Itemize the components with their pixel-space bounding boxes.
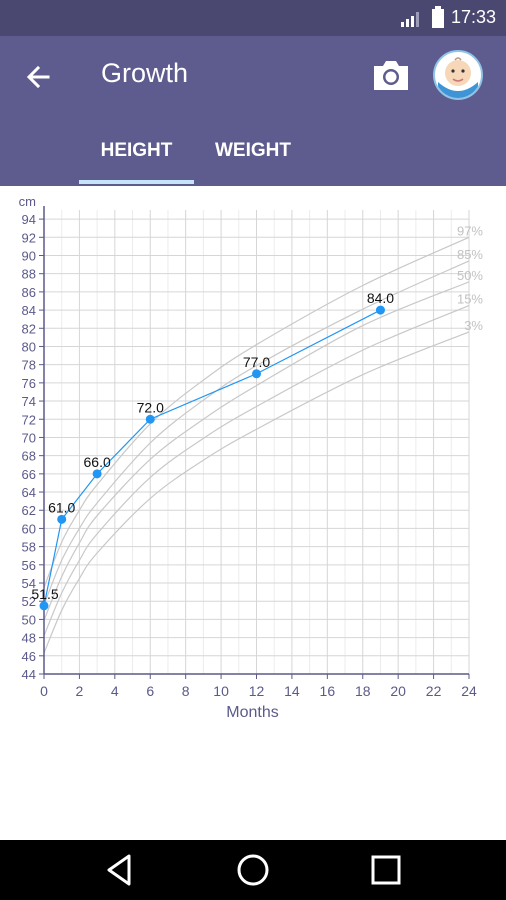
x-tick-label: 4: [111, 683, 119, 699]
y-tick-label: 78: [22, 358, 36, 373]
height-data-point[interactable]: [57, 514, 67, 524]
square-recents-icon[interactable]: [366, 850, 406, 890]
y-tick-label: 54: [22, 576, 36, 591]
status-bar: 17:33: [0, 0, 506, 36]
tab-height-label: HEIGHT: [100, 140, 173, 161]
x-tick-label: 24: [461, 683, 477, 699]
x-tick-label: 0: [40, 683, 48, 699]
app-bar: Growth HEIGHT WEIGHT: [0, 36, 506, 186]
y-tick-label: 70: [22, 430, 36, 445]
system-nav-bar: [0, 840, 506, 900]
circle-home-icon[interactable]: [233, 850, 273, 890]
y-tick-label: 64: [22, 485, 36, 500]
battery-icon: [432, 6, 444, 28]
height-data-point[interactable]: [252, 369, 261, 379]
x-tick-label: 12: [249, 683, 265, 699]
x-tick-label: 8: [182, 683, 190, 699]
height-data-label: 84.0: [367, 290, 394, 306]
y-tick-label: 80: [22, 339, 36, 354]
height-data-label: 61.0: [48, 499, 75, 515]
height-chart-svg: 97%85%50%15%3% 4446485052545658606264666…: [19, 194, 484, 721]
y-tick-label: 58: [22, 540, 36, 555]
y-axis-label: cm: [19, 194, 36, 209]
percentile-curve: [43, 331, 470, 654]
y-tick-label: 68: [22, 449, 36, 464]
percentile-curve: [43, 304, 470, 637]
camera-icon[interactable]: [370, 56, 412, 94]
x-tick-label: 6: [146, 683, 154, 699]
y-tick-label: 44: [22, 667, 36, 682]
growth-chart: 97% 85% 50% 15% 3% 44 46 48 50 52 54 56 58 60 62 64 66 6…: [0, 186, 506, 726]
y-tick-label: 82: [22, 321, 36, 336]
percentile-label: 97%: [457, 223, 483, 238]
page-title: Growth: [101, 58, 189, 88]
percentile-curve: [43, 236, 470, 588]
triangle-back-icon[interactable]: [100, 850, 140, 890]
height-series-line: [43, 309, 381, 606]
height-data-point[interactable]: [39, 601, 49, 611]
height-data-label: 72.0: [137, 399, 164, 415]
y-tick-label: 60: [22, 521, 36, 536]
y-tick-label: 52: [22, 594, 36, 609]
percentile-curve: [43, 260, 470, 606]
percentile-label: 3%: [464, 318, 483, 333]
x-tick-label: 20: [390, 683, 406, 699]
x-tick-label: 14: [284, 683, 300, 699]
height-data-point[interactable]: [375, 305, 385, 315]
height-data-point[interactable]: [92, 469, 102, 479]
height-data-point[interactable]: [145, 414, 155, 424]
y-tick-label: 84: [22, 303, 36, 318]
y-tick-label: 50: [22, 612, 36, 627]
arrow-left-icon[interactable]: [20, 58, 58, 96]
y-tick-label: 90: [22, 248, 36, 263]
x-tick-label: 18: [355, 683, 371, 699]
y-tick-label: 74: [22, 394, 36, 409]
y-tick-label: 88: [22, 267, 36, 282]
y-tick-label: 72: [22, 412, 36, 427]
tab-indicator: [79, 180, 194, 184]
y-tick-label: 62: [22, 503, 36, 518]
y-tick-label: 86: [22, 285, 36, 300]
x-tick-label: 10: [213, 683, 229, 699]
status-time: 17:33: [450, 7, 496, 27]
y-tick-label: 56: [22, 558, 36, 573]
y-tick-label: 94: [22, 212, 36, 227]
tab-height[interactable]: HEIGHT: [79, 134, 194, 184]
percentile-label: 50%: [457, 268, 483, 283]
x-axis-label: Months: [226, 704, 278, 721]
tab-weight[interactable]: WEIGHT: [200, 134, 306, 184]
y-tick-label: 66: [22, 467, 36, 482]
height-data-label: 66.0: [84, 454, 111, 470]
y-tick-label: 48: [22, 631, 36, 646]
percentile-label: 85%: [457, 247, 483, 262]
percentile-curve: [43, 281, 470, 621]
x-tick-label: 22: [426, 683, 442, 699]
signal-icon: [401, 12, 419, 27]
tab-weight-label: WEIGHT: [215, 140, 291, 161]
x-tick-label: 16: [320, 683, 336, 699]
y-tick-label: 76: [22, 376, 36, 391]
y-tick-label: 46: [22, 649, 36, 664]
x-tick-label: 2: [76, 683, 84, 699]
baby-avatar-icon[interactable]: [433, 50, 483, 100]
height-data-label: 77.0: [243, 354, 270, 370]
height-data-label: 51.5: [31, 586, 58, 602]
y-tick-label: 92: [22, 230, 36, 245]
percentile-label: 15%: [457, 292, 483, 307]
